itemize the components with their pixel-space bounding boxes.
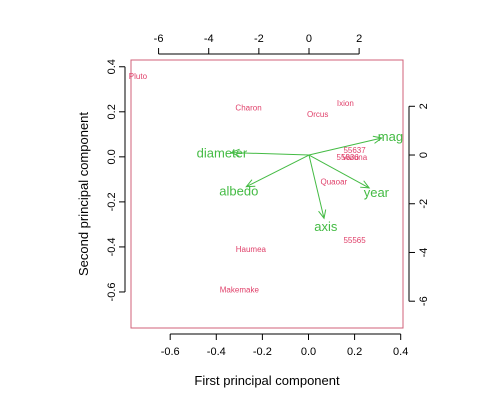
x-tick-label: 0.0 <box>301 346 316 358</box>
plot-border <box>130 59 404 329</box>
x-axis-label: First principal component <box>194 373 340 388</box>
top-tick-label: -2 <box>254 33 264 45</box>
observation-label: 55637 <box>343 146 366 155</box>
top-tick-label: 0 <box>306 33 312 45</box>
right-tick-label: 0 <box>418 152 430 158</box>
x-tick-label: -0.6 <box>161 346 180 358</box>
observation-label: Orcus <box>307 110 328 119</box>
loading-label: axis <box>314 219 338 234</box>
axes: -0.6 -0.4 -0.2 0.0 0.2 0.4 -0.6 -0.4 -0.2 0.0 0.2 0… <box>106 33 430 358</box>
plot-frame <box>130 59 404 329</box>
x-tick-label: -0.4 <box>207 346 226 358</box>
observation-label: Ixion <box>337 99 354 108</box>
loading-arrow <box>308 154 325 219</box>
y-tick-label: -0.2 <box>106 192 118 211</box>
loading-arrow <box>308 137 382 156</box>
right-tick-label: -4 <box>418 248 430 258</box>
loading-arrowhead <box>318 209 327 220</box>
x-tick-label: 0.2 <box>347 346 362 358</box>
top-tick-label: -6 <box>154 33 164 45</box>
top-tick-label: -4 <box>204 33 214 45</box>
observation-label: Haumea <box>236 245 267 254</box>
loading-arrow <box>308 154 370 189</box>
loading-label: year <box>364 185 390 200</box>
right-tick-label: -2 <box>418 199 430 209</box>
observation-label: Varuna <box>342 153 368 162</box>
loading-label: mag <box>378 129 403 144</box>
y-tick-label: 0.4 <box>106 59 118 74</box>
top-tick-label: 2 <box>356 33 362 45</box>
observation-label: Charon <box>235 103 261 112</box>
right-tick-label: 2 <box>418 103 430 109</box>
loading-arrowhead <box>372 135 383 144</box>
loading-arrows: diameter albedo mag year axis <box>197 129 403 234</box>
y-tick-label: 0.0 <box>106 149 118 164</box>
observation-label: Pluto <box>129 72 148 81</box>
loading-arrowhead <box>245 179 256 188</box>
observation-label: 55636 <box>337 153 360 162</box>
x-tick-label: 0.4 <box>393 346 408 358</box>
y-tick-label: -0.6 <box>106 282 118 301</box>
y-axis-label: Second principal component <box>76 112 91 276</box>
loading-arrowhead <box>230 148 240 157</box>
observation-label: Makemake <box>220 286 260 295</box>
loading-arrow <box>246 154 310 188</box>
loading-label: albedo <box>219 183 258 198</box>
y-tick-label: -0.4 <box>106 237 118 256</box>
loading-label: diameter <box>197 145 248 160</box>
y-tick-label: 0.2 <box>106 104 118 119</box>
observation-label: Quaoar <box>321 178 348 187</box>
observation-label: 55565 <box>343 236 366 245</box>
loading-arrow <box>231 152 310 156</box>
right-tick-label: -6 <box>418 296 430 306</box>
loading-arrowhead <box>360 180 371 189</box>
x-tick-label: -0.2 <box>253 346 272 358</box>
